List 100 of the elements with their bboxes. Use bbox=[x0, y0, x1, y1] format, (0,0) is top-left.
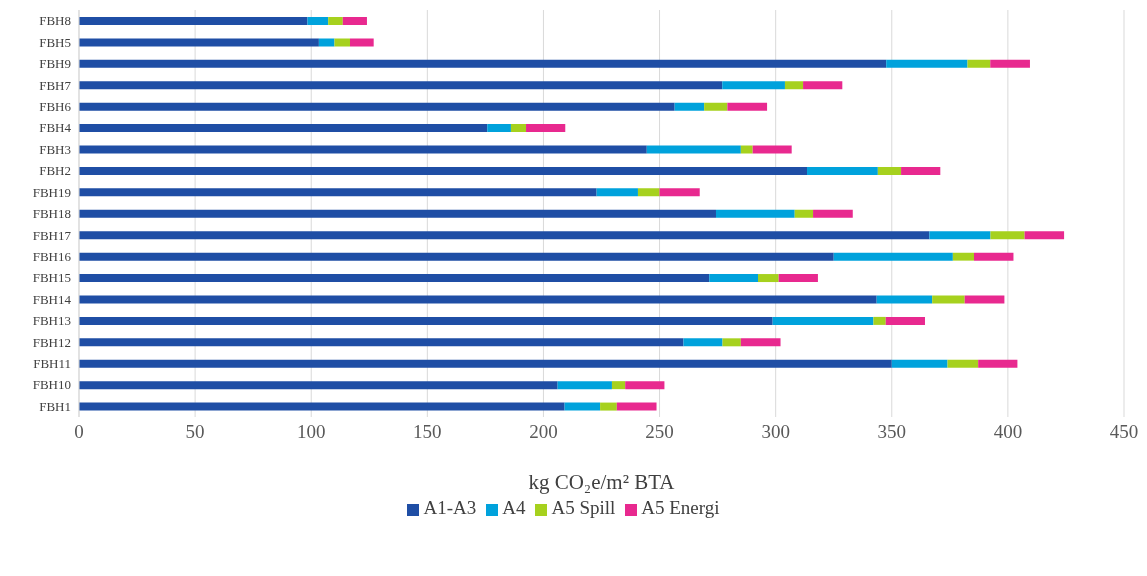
y-tick-label: FBH17 bbox=[32, 227, 72, 243]
bar bbox=[79, 59, 887, 68]
bar bbox=[79, 145, 647, 154]
x-tick-label: 50 bbox=[185, 421, 205, 443]
bar bbox=[342, 17, 367, 25]
bar bbox=[79, 252, 834, 261]
bar bbox=[79, 209, 716, 218]
bar bbox=[886, 59, 968, 68]
bar bbox=[952, 252, 974, 261]
bar bbox=[876, 295, 933, 304]
legend-label: A1-A3 bbox=[423, 497, 477, 518]
bar bbox=[947, 359, 979, 368]
x-tick-label: 250 bbox=[645, 421, 674, 443]
bar bbox=[772, 316, 874, 325]
bar bbox=[79, 316, 773, 325]
bar bbox=[758, 274, 779, 283]
bar bbox=[79, 102, 675, 111]
bar bbox=[328, 17, 343, 25]
x-tick-label: 100 bbox=[296, 421, 326, 443]
bar bbox=[752, 145, 792, 154]
bar bbox=[740, 145, 753, 154]
bar bbox=[625, 381, 665, 390]
x-tick-label: 150 bbox=[413, 421, 442, 443]
bar bbox=[873, 316, 886, 325]
y-tick-label: FBH6 bbox=[39, 99, 72, 115]
y-tick-label: FBH16 bbox=[32, 248, 72, 264]
bar bbox=[79, 17, 308, 25]
bar bbox=[79, 402, 565, 411]
y-tick-label: FBH2 bbox=[39, 163, 71, 179]
bar bbox=[318, 38, 335, 47]
bar bbox=[646, 145, 741, 154]
bar bbox=[79, 38, 319, 47]
bar bbox=[967, 59, 991, 68]
bar bbox=[557, 381, 612, 390]
bar bbox=[611, 381, 626, 390]
y-tick-label: FBH5 bbox=[39, 34, 71, 50]
bar bbox=[334, 38, 350, 47]
bar bbox=[79, 166, 808, 175]
bar bbox=[784, 81, 804, 90]
bar bbox=[79, 338, 684, 347]
bar bbox=[932, 295, 965, 304]
bar bbox=[929, 231, 991, 240]
bar bbox=[778, 274, 818, 283]
bar bbox=[596, 188, 638, 197]
bar bbox=[807, 166, 878, 175]
bar bbox=[674, 102, 705, 111]
bar bbox=[79, 381, 558, 390]
x-tick-label: 350 bbox=[877, 421, 907, 443]
y-tick-label: FBH14 bbox=[32, 291, 72, 307]
bar bbox=[79, 274, 710, 283]
legend-label: A5 Spill bbox=[551, 497, 616, 518]
bar bbox=[683, 338, 723, 347]
bar bbox=[1024, 231, 1065, 240]
bar bbox=[564, 402, 601, 411]
legend-label: A5 Energi bbox=[641, 497, 720, 518]
x-tick-label: 0 bbox=[74, 421, 84, 443]
bar bbox=[877, 166, 902, 175]
y-tick-label: FBH1 bbox=[39, 398, 71, 414]
bar bbox=[79, 231, 930, 240]
y-tick-label: FBH18 bbox=[32, 206, 71, 222]
x-tick-label: 400 bbox=[993, 421, 1023, 443]
y-tick-label: FBH11 bbox=[33, 356, 71, 372]
bar bbox=[79, 81, 723, 90]
bar bbox=[659, 188, 700, 197]
bar bbox=[709, 274, 759, 283]
bar bbox=[973, 252, 1014, 261]
bar bbox=[510, 124, 527, 133]
bar bbox=[990, 231, 1025, 240]
bar bbox=[79, 188, 597, 197]
bar bbox=[722, 81, 785, 90]
bar bbox=[964, 295, 1005, 304]
bar bbox=[833, 252, 953, 261]
bar bbox=[616, 402, 657, 411]
bar bbox=[803, 81, 843, 90]
bar bbox=[79, 359, 892, 368]
legend-label: A4 bbox=[502, 497, 526, 518]
y-tick-label: FBH12 bbox=[32, 334, 71, 350]
bar bbox=[990, 59, 1030, 68]
bar bbox=[885, 316, 925, 325]
bar bbox=[307, 17, 329, 25]
y-tick-label: FBH7 bbox=[39, 77, 72, 93]
bar bbox=[526, 124, 566, 133]
bar bbox=[79, 124, 488, 133]
bar bbox=[637, 188, 660, 197]
y-tick-label: FBH19 bbox=[32, 184, 71, 200]
bar bbox=[722, 338, 741, 347]
bar bbox=[813, 209, 853, 218]
y-tick-label: FBH15 bbox=[32, 270, 71, 286]
x-tick-label: 200 bbox=[529, 421, 558, 443]
bar bbox=[715, 209, 795, 218]
x-tick-label: 450 bbox=[1109, 421, 1139, 443]
y-tick-label: FBH3 bbox=[39, 141, 71, 157]
bar bbox=[794, 209, 814, 218]
bar bbox=[727, 102, 768, 111]
bar bbox=[487, 124, 511, 133]
x-axis-title: kg CO₂e/m² BTA bbox=[528, 470, 676, 494]
bar bbox=[704, 102, 728, 111]
bar bbox=[901, 166, 941, 175]
y-tick-label: FBH13 bbox=[32, 313, 71, 329]
y-tick-label: FBH4 bbox=[39, 120, 72, 136]
